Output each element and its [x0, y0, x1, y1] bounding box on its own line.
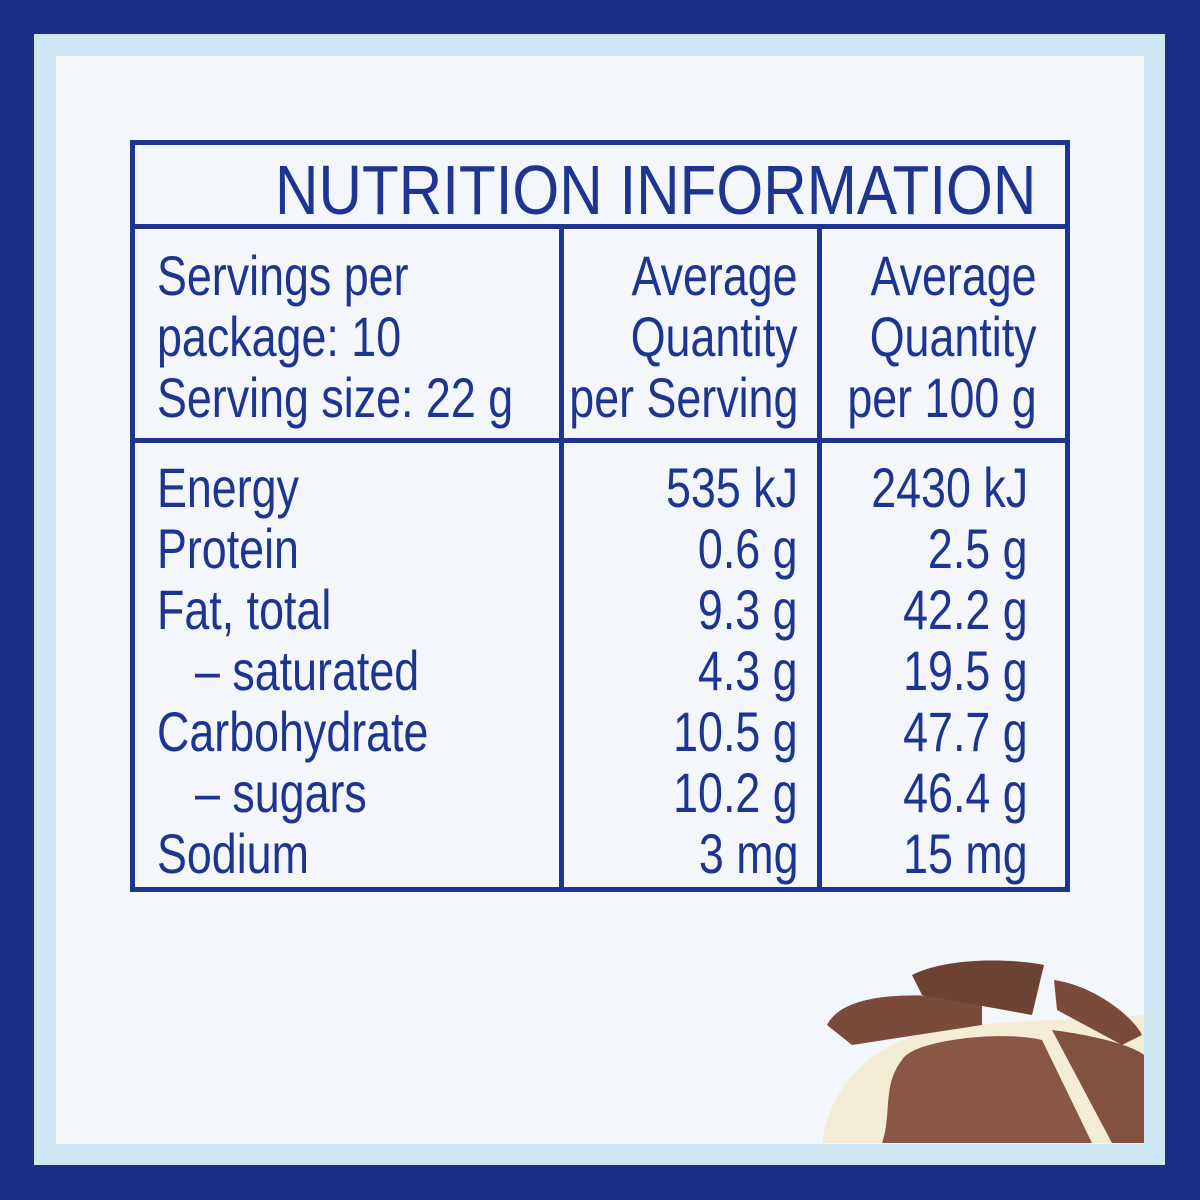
- servings-per-package: Servings per package: 10 Serving size: 22 …: [157, 244, 514, 429]
- divider: [817, 224, 822, 892]
- divider: [559, 224, 564, 892]
- divider: [130, 438, 1070, 443]
- per-serving-header: Average Quantity per Serving: [568, 244, 798, 429]
- per-100g-values: 2430 kJ 2.5 g 42.2 g 19.5 g 47.7 g 46.4 …: [871, 456, 1028, 885]
- nutrient-names: Energy Protein Fat, total – saturated Ca…: [157, 456, 429, 885]
- divider: [130, 224, 1070, 229]
- ice-cream-chocolate-image: [822, 955, 1144, 1143]
- per-serving-values: 535 kJ 0.6 g 9.3 g 4.3 g 10.5 g 10.2 g 3…: [666, 456, 798, 885]
- per-100g-header: Average Quantity per 100 g: [847, 244, 1037, 429]
- nutrition-table: [130, 140, 1070, 892]
- table-title: NUTRITION INFORMATION: [275, 151, 1037, 229]
